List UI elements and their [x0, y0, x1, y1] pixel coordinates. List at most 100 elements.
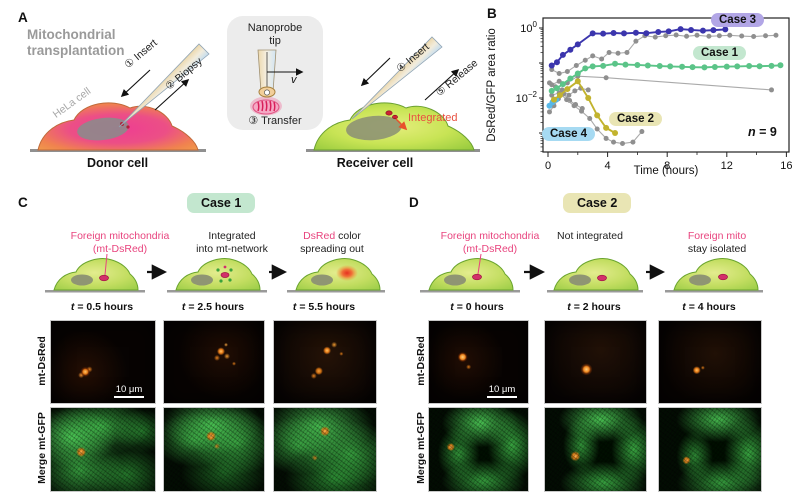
panel-a-artwork [30, 36, 480, 152]
dsred-spread-patch [336, 265, 358, 281]
pointer-line [477, 253, 482, 275]
schematic-cell-foreign-mito [53, 253, 139, 291]
case2-chart-badge: Case 2 [609, 112, 663, 126]
transfer-label: ③ Transfer [248, 115, 302, 127]
ground-line [547, 290, 643, 293]
caption-integrated: Integrated into mt-network [196, 230, 268, 255]
micro-c-dsred-t0.5: 10 μm [50, 320, 156, 404]
nucleus [71, 274, 93, 286]
panel-a-title: Mitochondrial transplantation [27, 27, 125, 59]
scale-bar-line [487, 396, 517, 398]
foreign-mito [718, 273, 728, 281]
schematic-cell-d1 [428, 253, 514, 291]
schematic-cell-d3 [673, 258, 759, 291]
foreign-mito [597, 274, 607, 282]
row-label-merge-c: Merge mt-GFP [36, 412, 48, 484]
foreign-mito [472, 273, 482, 281]
receiver-nucleus [346, 115, 402, 141]
donor-cell-label: Donor cell [86, 156, 149, 170]
pointer-line [104, 253, 108, 276]
svg-text:4: 4 [605, 160, 611, 172]
micro-d-merge-t2 [544, 407, 647, 492]
receiver-cell-label: Receiver cell [336, 156, 414, 170]
insert2-arrow [360, 57, 391, 87]
svg-text:16: 16 [780, 160, 792, 172]
panel-b-label: B [487, 6, 497, 21]
gfp-mito [219, 279, 223, 283]
ground-line [420, 290, 520, 293]
row-label-dsred-d: mt-DsRed [415, 336, 427, 386]
micro-c-merge-t2.5 [163, 407, 265, 492]
svg-text:100: 100 [520, 20, 537, 35]
integrated-label: Integrated [408, 112, 458, 124]
nucleus [191, 274, 213, 286]
caption-spreading: DsRed color spreading out [300, 230, 364, 255]
ground-line [45, 290, 145, 293]
panel-a: A Mitochondrial transplantation HeLa cel… [0, 0, 480, 185]
time-label-d2: t = 2 hours [567, 301, 621, 313]
panel-b: B 0 4 8 12 16 100 10−2 Time (hours) DsRed/GFP ar… [478, 0, 800, 185]
case1-header: Case 1 [187, 193, 256, 213]
release-arrow [424, 68, 460, 101]
nanoprobe-title-line1: Nanoprobe [247, 22, 303, 34]
insert-arrow [120, 69, 151, 98]
donor-pipette [118, 43, 210, 128]
velocity-label: v [291, 74, 297, 86]
svg-text:8: 8 [664, 160, 670, 172]
caption-foreign-mito-d: Foreign mitochondria (mt-DsRed) [440, 230, 540, 255]
case2-header: Case 2 [563, 193, 632, 213]
foreign-mito [99, 274, 109, 282]
case4-chart-badge: Case 4 [542, 127, 596, 141]
caption-stay-isolated: Foreign mito stay isolated [687, 230, 747, 255]
schematic-cell-integrated [175, 258, 261, 291]
svg-text:DsRed/GFP area ratio: DsRed/GFP area ratio [486, 28, 498, 142]
caption-not-integrated: Not integrated [557, 230, 623, 242]
receiver-pipette [351, 36, 443, 120]
nanoprobe-title: Nanoprobe tip [227, 22, 323, 47]
ground-line [287, 290, 385, 293]
dsred-mito [223, 265, 227, 269]
gfp-mito [228, 278, 232, 282]
gfp-mito [216, 268, 220, 272]
time-label-d1: t = 0 hours [450, 301, 504, 313]
sample-size-label: n = 9 [748, 125, 777, 139]
svg-text:0: 0 [545, 160, 551, 172]
time-label-c2: t = 2.5 hours [181, 301, 245, 313]
scale-bar: 10 μm [485, 384, 519, 398]
micro-c-merge-t0.5 [50, 407, 156, 492]
transplanted-mito [392, 114, 398, 120]
schematic-cell-d2 [553, 258, 639, 291]
donor-mito-dot [126, 125, 130, 129]
svg-text:Time (hours): Time (hours) [634, 165, 699, 177]
panel-d-schematics [420, 253, 763, 293]
scale-bar-line [114, 396, 144, 398]
nanoprobe-artwork [250, 49, 304, 116]
gfp-mito [229, 268, 233, 272]
nucleus [444, 274, 466, 286]
micro-c-dsred-t2.5 [163, 320, 265, 404]
schematic-cell-spreading [295, 258, 381, 291]
svg-text:12: 12 [721, 160, 733, 172]
panel-c-schematics [45, 253, 385, 293]
ground-line [665, 290, 763, 293]
time-label-c1: t = 0.5 hours [70, 301, 134, 313]
panel-a-title-line2: transplantation [27, 42, 125, 58]
panel-c-label: C [18, 195, 28, 210]
panel-a-title-line1: Mitochondrial [27, 27, 116, 42]
panel-c: C Case 1 Foreign mitochondria (mt-DsRed)… [15, 188, 400, 500]
case3-chart-badge: Case 3 [711, 13, 765, 27]
caption-foreign-mito-c: Foreign mitochondria (mt-DsRed) [70, 230, 170, 255]
micro-d-dsred-t0: 10 μm [428, 320, 529, 404]
case1-chart-badge: Case 1 [693, 46, 747, 60]
nucleus [689, 274, 711, 286]
micro-c-merge-t5.5 [273, 407, 377, 492]
probe-aperture [264, 89, 270, 96]
scale-bar: 10 μm [112, 384, 146, 398]
integration-arrow [395, 118, 408, 131]
time-label-c3: t = 5.5 hours [292, 301, 356, 313]
nucleus [569, 274, 591, 286]
panel-d-label: D [409, 195, 419, 210]
micro-d-dsred-t2 [544, 320, 647, 404]
micro-c-dsred-t5.5 [273, 320, 377, 404]
foreign-mito [220, 272, 230, 278]
